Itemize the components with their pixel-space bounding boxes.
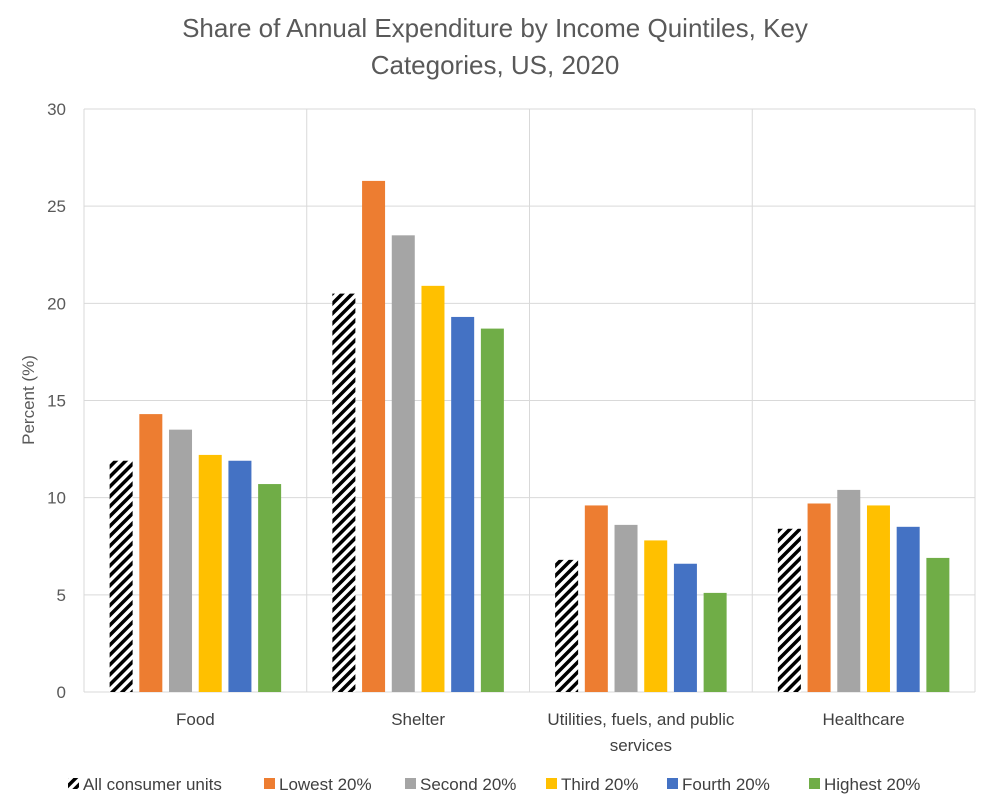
bar — [644, 540, 668, 692]
bar — [198, 454, 222, 692]
legend-label: Fourth 20% — [682, 775, 770, 794]
bar — [614, 524, 638, 692]
chart-title: Share of Annual Expenditure by Income Qu… — [0, 10, 990, 84]
y-tick-label: 25 — [47, 197, 66, 216]
bar — [837, 489, 861, 692]
legend-label: Highest 20% — [824, 775, 920, 794]
bar — [451, 316, 475, 692]
legend: All consumer units Lowest 20% Second 20% Th… — [68, 775, 920, 794]
legend-swatch — [546, 778, 557, 789]
legend-swatch — [264, 778, 275, 789]
bar — [777, 528, 801, 692]
legend-label: Second 20% — [420, 775, 516, 794]
bars — [109, 180, 950, 693]
bar — [926, 557, 950, 692]
bar — [673, 563, 697, 692]
y-tick-label: 0 — [57, 683, 66, 702]
bar — [169, 429, 193, 692]
category-label: Shelter — [391, 710, 445, 729]
bar — [362, 180, 386, 693]
chart-title-line-1: Share of Annual Expenditure by Income Qu… — [182, 13, 808, 43]
bar — [139, 414, 163, 692]
y-tick-label: 20 — [47, 294, 66, 313]
category-label: Food — [176, 710, 215, 729]
category-label: Healthcare — [823, 710, 905, 729]
legend-label: Third 20% — [561, 775, 638, 794]
bar — [807, 503, 831, 692]
bar — [703, 592, 727, 692]
legend-swatch — [68, 778, 79, 789]
bar — [866, 505, 890, 692]
bar — [480, 328, 504, 692]
category-label: services — [610, 736, 672, 755]
bar — [584, 505, 608, 692]
y-tick-label: 30 — [47, 100, 66, 119]
y-tick-label: 5 — [57, 586, 66, 605]
legend-swatch — [809, 778, 820, 789]
legend-label: Lowest 20% — [279, 775, 372, 794]
category-label: Utilities, fuels, and public — [547, 710, 735, 729]
bar — [109, 460, 133, 692]
bar — [896, 526, 920, 692]
legend-swatch — [667, 778, 678, 789]
y-tick-label: 15 — [47, 392, 66, 411]
bar — [258, 484, 282, 692]
y-axis-ticks: 0 5 10 15 20 25 30 — [47, 100, 66, 702]
bar — [421, 285, 445, 692]
legend-label: All consumer units — [83, 775, 222, 794]
y-axis-label: Percent (%) — [19, 355, 38, 445]
bar — [228, 460, 252, 692]
bar — [332, 293, 356, 692]
category-labels: Food Shelter Utilities, fuels, and public s… — [176, 710, 905, 755]
y-tick-label: 10 — [47, 489, 66, 508]
legend-swatch — [405, 778, 416, 789]
gridlines — [83, 108, 976, 693]
chart-title-line-2: Categories, US, 2020 — [370, 50, 620, 80]
bar — [555, 559, 579, 692]
bar — [391, 235, 415, 693]
